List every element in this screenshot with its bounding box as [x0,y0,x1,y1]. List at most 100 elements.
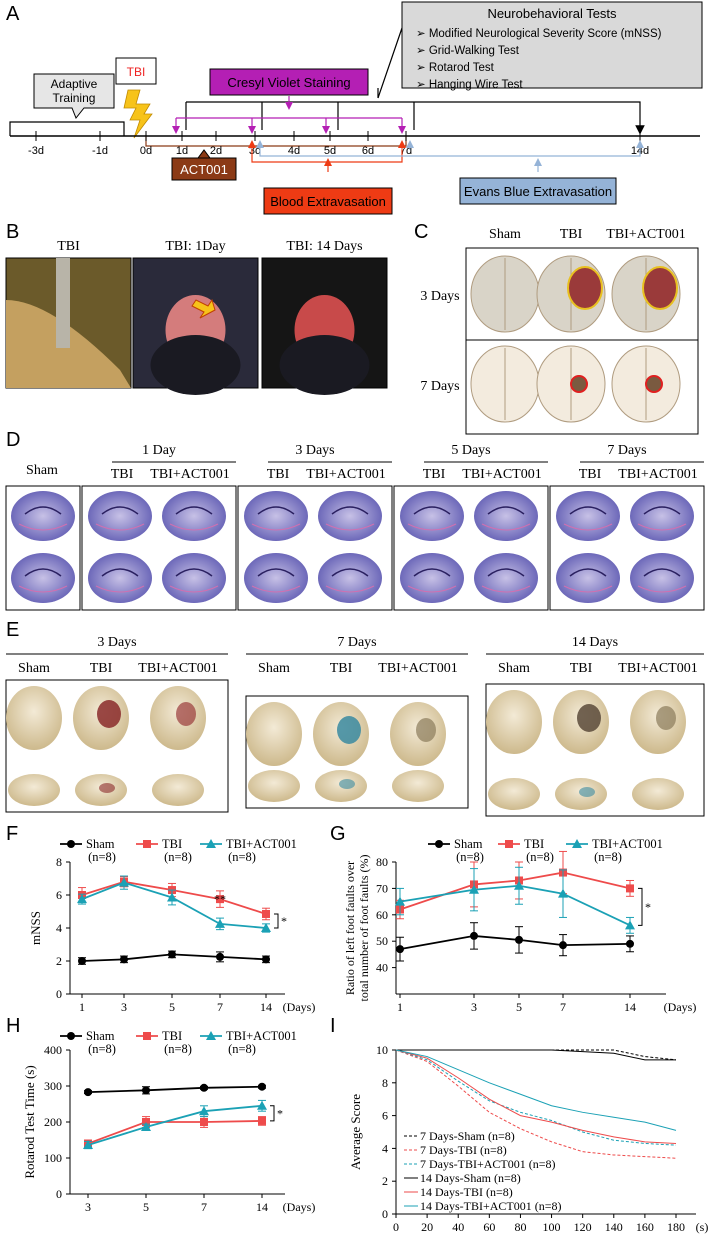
photo-b [132,257,259,395]
panel-letter-h: H [6,1015,20,1037]
legend-n: (n=8) [228,1042,256,1056]
x-axis-label: (s) [696,1220,709,1234]
panel-letter-c: C [414,221,428,243]
photo-b-label: TBI: 14 Days [286,239,362,254]
data-point [199,1106,209,1116]
x-tick-label: 20 [421,1220,433,1234]
data-point [262,909,270,918]
x-tick-label: 14 [260,1000,272,1014]
legend-label: Sham [86,1029,115,1043]
y-tick-label: 2 [382,1174,388,1188]
brain-e [73,686,129,806]
significance-star-day7: ** [214,892,226,906]
col-c-label: Sham [489,227,521,242]
x-axis-label: (Days) [283,1000,316,1014]
legend-label: TBI [162,837,182,851]
series-line [399,935,631,951]
x-tick-label: 5 [143,1200,149,1214]
legend-n: (n=8) [594,850,622,864]
data-point [396,945,404,954]
data-point [258,1116,266,1125]
day-label: -1d [92,145,108,157]
legend-label: Sham [86,837,115,851]
sham-d-label: Sham [26,463,58,478]
y-tick-label: 200 [44,1115,62,1129]
brain-e [313,702,369,802]
sub-e-label: Sham [498,661,530,676]
legend-label: 14 Days-Sham (n=8) [420,1171,521,1185]
day-label: -3d [28,145,44,157]
data-point [261,923,271,932]
legend-n: (n=8) [456,850,484,864]
legend-label: TBI [524,837,544,851]
significance-bracket [274,913,279,929]
x-tick-label: 7 [560,1000,566,1014]
data-point [120,955,128,964]
x-axis-label: (Days) [283,1200,316,1214]
legend-label: 7 Days-Sham (n=8) [420,1129,515,1143]
significance-star: * [277,1106,283,1120]
sub-d-label: TBI [111,467,134,482]
tbi-callout-label: TBI [127,65,146,79]
group-e-label: 3 Days [97,635,136,650]
nissl-section [400,491,464,541]
brain-e [6,686,62,806]
y-tick-label: 4 [382,1141,388,1155]
x-tick-label: 5 [169,1000,175,1014]
nissl-section [162,491,226,541]
y-axis-label: Average Score [348,1094,363,1170]
y-tick-label: 50 [376,934,388,948]
legend-label: Sham [454,837,483,851]
y-tick-label: 60 [376,908,388,922]
sub-d-label: TBI [267,467,290,482]
act001-label: ACT001 [180,162,228,177]
data-point [167,892,177,902]
series-line [87,1120,263,1145]
sub-d-label: TBI+ACT001 [462,467,541,482]
nissl-section [88,491,152,541]
series-line [399,884,631,927]
data-point [395,896,405,906]
chart-g: 40 50 60 70 80 1 3 5 7 14 (Days) Ratio of left foot… [343,837,697,1014]
x-tick-label: 1 [397,1000,403,1014]
neuro-test-item: ➢ Hanging Wire Test [416,79,523,91]
photo-b-label: TBI: 1Day [165,239,225,254]
photo-b [5,257,132,389]
legend-label: 14 Days-TBI+ACT001 (n=8) [420,1199,562,1213]
x-tick-label: 1 [79,1000,85,1014]
x-tick-label: 3 [471,1000,477,1014]
tbi-callout: TBI [115,57,157,139]
brain-c [611,255,681,333]
legend-label: TBI+ACT001 [226,837,297,851]
data-point [470,931,478,940]
row-c-label: 7 Days [420,379,459,394]
day-label: 3d [249,145,261,157]
sub-e-label: TBI [330,661,353,676]
adaptive-training-callout: Adaptive Training [33,73,115,119]
evans-label: Evans Blue Extravasation [464,184,612,199]
sub-d-label: TBI+ACT001 [618,467,697,482]
cresyl-violet-box: Cresyl Violet Staining [209,68,369,96]
nissl-section [244,491,308,541]
nissl-section [88,553,152,603]
series-line [396,1049,676,1061]
y-tick-label: 0 [56,1187,62,1201]
data-point [514,880,524,890]
day-label: 6d [362,145,374,157]
sub-e-label: TBI [570,661,593,676]
data-point [559,941,567,950]
x-axis-label: (Days) [664,1000,697,1014]
y-tick-label: 10 [376,1043,388,1057]
data-point [77,894,87,904]
adaptive-line-2: Training [53,91,96,105]
nissl-section [400,553,464,603]
significance-star: * [281,914,287,928]
neuro-test-item: ➢ Modified Neurological Severity Score (… [416,28,662,40]
series-line [395,1049,677,1131]
brain-c [536,345,606,423]
brain-e [390,702,446,802]
nissl-section [474,553,538,603]
day-label: 1d [176,145,188,157]
